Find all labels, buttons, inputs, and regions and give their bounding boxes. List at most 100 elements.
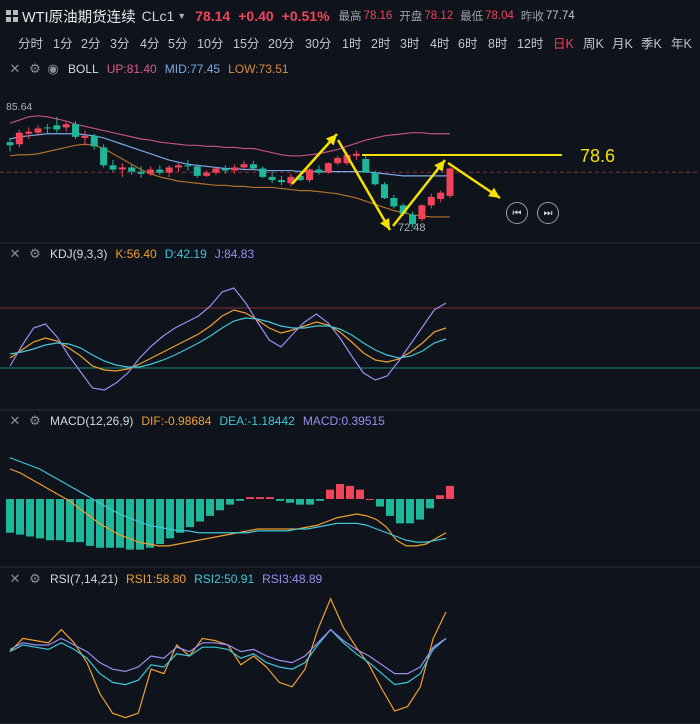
kdj-panel-header: ✕ ⚙ KDJ(9,3,3) K:56.40 D:42.19 J:84.83	[0, 244, 255, 264]
candle-body	[109, 165, 117, 170]
candle-body	[427, 196, 435, 206]
candle-body	[156, 169, 164, 173]
candle-body	[277, 180, 285, 183]
eye-icon[interactable]: ◉	[47, 61, 59, 76]
tab-2[interactable]: 2分	[81, 37, 101, 51]
candle-body	[81, 135, 89, 138]
candle-body	[193, 166, 201, 176]
candle-body	[203, 172, 211, 176]
macd-bar	[116, 499, 124, 548]
tab-21[interactable]: 年K	[671, 37, 692, 51]
candle-body	[43, 127, 51, 129]
gear-icon[interactable]: ⚙	[29, 571, 41, 586]
high-label: 最高	[338, 11, 362, 23]
macd-name: MACD(12,26,9)	[50, 414, 134, 428]
macd-bar	[76, 499, 84, 543]
tab-6[interactable]: 10分	[197, 37, 224, 51]
rsi-3: RSI3:48.89	[262, 572, 323, 586]
rsi-RSI3-line	[9, 628, 447, 675]
chevron-down-icon[interactable]: ▼	[177, 11, 187, 21]
tab-11[interactable]: 2时	[371, 37, 391, 51]
macd-bar	[396, 499, 404, 524]
macd-DIF-line	[9, 468, 447, 547]
tab-8[interactable]: 20分	[268, 37, 295, 51]
boll-low: LOW:73.51	[228, 62, 289, 76]
tab-12[interactable]: 3时	[400, 37, 420, 51]
close-icon[interactable]: ✕	[9, 61, 21, 76]
close-icon[interactable]: ✕	[9, 246, 21, 261]
candle-body	[240, 164, 248, 168]
candle-body	[175, 165, 183, 168]
price-change: +0.40	[238, 8, 274, 24]
min-price-label: 72.48	[398, 222, 426, 234]
tab-17[interactable]: 日K	[553, 37, 574, 51]
candle-body	[343, 154, 351, 164]
tab-0[interactable]: 分时	[18, 37, 44, 51]
macd-bar	[386, 499, 394, 516]
candle-body	[231, 167, 239, 171]
tab-4[interactable]: 4分	[140, 37, 160, 51]
low-value: 78.04	[485, 10, 514, 22]
macd-bar	[56, 499, 64, 541]
candle-body	[118, 167, 126, 170]
macd-bar	[426, 499, 434, 509]
macd-bar	[296, 499, 304, 505]
tab-5[interactable]: 5分	[168, 37, 188, 51]
candle-body	[249, 164, 257, 169]
tab-19[interactable]: 月K	[612, 37, 633, 51]
close-icon[interactable]: ✕	[9, 413, 21, 428]
low-label: 最低	[460, 11, 484, 23]
prev-close-label: 昨收	[520, 11, 544, 23]
macd-bar	[306, 499, 314, 505]
macd-bar	[236, 499, 244, 501]
rsi-name: RSI(7,14,21)	[50, 572, 119, 586]
candle-body	[90, 135, 98, 147]
boll-up: UP:81.40	[106, 62, 157, 76]
candle-body	[296, 175, 304, 181]
rsi-2: RSI2:50.91	[194, 572, 255, 586]
macd-bar	[376, 499, 384, 507]
candle-body	[221, 168, 229, 171]
candle-body	[137, 171, 145, 174]
macd-bar	[446, 485, 454, 499]
tab-1[interactable]: 1分	[53, 37, 73, 51]
tab-3[interactable]: 3分	[110, 37, 130, 51]
macd-bar	[316, 499, 324, 501]
quote-header: WTI原油期货连续 CLc1 ▼ 78.14 +0.40 +0.51% 最高 7…	[0, 0, 700, 32]
macd-bar	[246, 497, 254, 499]
candle-body	[399, 205, 407, 214]
symbol-selector[interactable]: CLc1	[141, 8, 175, 24]
tab-14[interactable]: 6时	[458, 37, 478, 51]
tab-10[interactable]: 1时	[342, 37, 362, 51]
macd-bar	[146, 499, 154, 548]
candle-body	[34, 128, 42, 133]
tab-7[interactable]: 15分	[233, 37, 260, 51]
gear-icon[interactable]: ⚙	[29, 61, 41, 76]
scroll-left-button[interactable]: ⏮	[506, 202, 528, 224]
kdj-J-line	[9, 287, 447, 391]
tab-18[interactable]: 周K	[583, 37, 604, 51]
gear-icon[interactable]: ⚙	[29, 246, 41, 261]
close-icon[interactable]: ✕	[9, 571, 21, 586]
macd-bar	[136, 499, 144, 550]
macd-bar	[366, 499, 374, 500]
candle-body	[259, 168, 267, 177]
menu-grid-icon[interactable]	[6, 10, 18, 22]
candle-body	[25, 131, 33, 134]
tab-13[interactable]: 4时	[430, 37, 450, 51]
tab-9[interactable]: 30分	[305, 37, 332, 51]
tab-20[interactable]: 季K	[641, 37, 662, 51]
macd-bar	[46, 499, 54, 541]
arrow-up-2-head	[434, 160, 445, 172]
rsi-RSI2-line	[9, 628, 447, 686]
tab-16[interactable]: 12时	[517, 37, 544, 51]
level-label: 78.6	[580, 146, 616, 166]
boll-name: BOLL	[68, 62, 99, 76]
candle-body	[287, 176, 295, 184]
max-price-label: 85.64	[6, 101, 33, 113]
tab-15[interactable]: 8时	[488, 37, 508, 51]
gear-icon[interactable]: ⚙	[29, 413, 41, 428]
scroll-right-button[interactable]: ⏭	[537, 202, 559, 224]
macd-value: MACD:0.39515	[302, 414, 385, 428]
macd-bar	[26, 499, 34, 537]
